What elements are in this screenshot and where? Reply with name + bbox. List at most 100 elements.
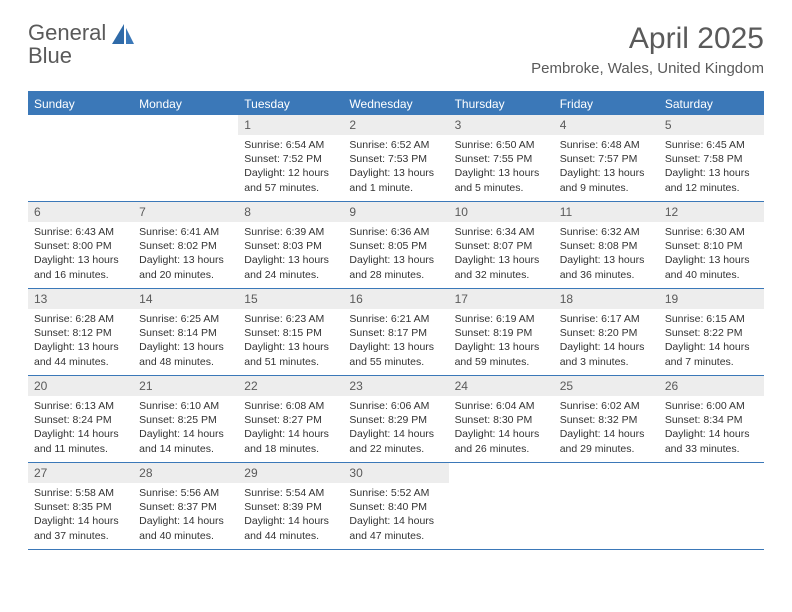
sunset-text: Sunset: 8:17 PM (349, 326, 442, 340)
sunset-text: Sunset: 7:53 PM (349, 152, 442, 166)
daylight-text: and 28 minutes. (349, 268, 442, 282)
daylight-text: Daylight: 14 hours (665, 340, 758, 354)
cell-body: Sunrise: 5:54 AMSunset: 8:39 PMDaylight:… (238, 483, 343, 549)
daylight-text: and 44 minutes. (244, 529, 337, 543)
day-number: 21 (133, 376, 238, 396)
calendar-cell: 20Sunrise: 6:13 AMSunset: 8:24 PMDayligh… (28, 376, 133, 462)
daylight-text: and 40 minutes. (665, 268, 758, 282)
daylight-text: and 12 minutes. (665, 181, 758, 195)
calendar-cell: 22Sunrise: 6:08 AMSunset: 8:27 PMDayligh… (238, 376, 343, 462)
daylight-text: and 20 minutes. (139, 268, 232, 282)
calendar-cell: 23Sunrise: 6:06 AMSunset: 8:29 PMDayligh… (343, 376, 448, 462)
sunset-text: Sunset: 8:22 PM (665, 326, 758, 340)
calendar-cell: 25Sunrise: 6:02 AMSunset: 8:32 PMDayligh… (554, 376, 659, 462)
cell-body: Sunrise: 6:00 AMSunset: 8:34 PMDaylight:… (659, 396, 764, 462)
cell-body: Sunrise: 6:39 AMSunset: 8:03 PMDaylight:… (238, 222, 343, 288)
daylight-text: and 48 minutes. (139, 355, 232, 369)
calendar-cell: 7Sunrise: 6:41 AMSunset: 8:02 PMDaylight… (133, 202, 238, 288)
sunset-text: Sunset: 8:10 PM (665, 239, 758, 253)
sunrise-text: Sunrise: 6:50 AM (455, 138, 548, 152)
daylight-text: and 57 minutes. (244, 181, 337, 195)
sunset-text: Sunset: 8:30 PM (455, 413, 548, 427)
daylight-text: Daylight: 14 hours (560, 427, 653, 441)
daylight-text: and 11 minutes. (34, 442, 127, 456)
sunrise-text: Sunrise: 5:52 AM (349, 486, 442, 500)
calendar-cell: 13Sunrise: 6:28 AMSunset: 8:12 PMDayligh… (28, 289, 133, 375)
day-number: 25 (554, 376, 659, 396)
day-number: 24 (449, 376, 554, 396)
sunset-text: Sunset: 7:57 PM (560, 152, 653, 166)
calendar-cell: 10Sunrise: 6:34 AMSunset: 8:07 PMDayligh… (449, 202, 554, 288)
daylight-text: Daylight: 13 hours (455, 340, 548, 354)
day-number: 30 (343, 463, 448, 483)
daylight-text: Daylight: 13 hours (560, 166, 653, 180)
day-header-mon: Monday (133, 93, 238, 115)
sunrise-text: Sunrise: 6:41 AM (139, 225, 232, 239)
sunrise-text: Sunrise: 6:21 AM (349, 312, 442, 326)
calendar-cell: 17Sunrise: 6:19 AMSunset: 8:19 PMDayligh… (449, 289, 554, 375)
sunrise-text: Sunrise: 6:36 AM (349, 225, 442, 239)
week-row: 13Sunrise: 6:28 AMSunset: 8:12 PMDayligh… (28, 289, 764, 376)
daylight-text: and 33 minutes. (665, 442, 758, 456)
sunset-text: Sunset: 8:40 PM (349, 500, 442, 514)
day-header-row: Sunday Monday Tuesday Wednesday Thursday… (28, 93, 764, 115)
daylight-text: Daylight: 14 hours (244, 514, 337, 528)
day-number: 13 (28, 289, 133, 309)
day-number: 2 (343, 115, 448, 135)
calendar-cell (133, 115, 238, 201)
sunrise-text: Sunrise: 6:15 AM (665, 312, 758, 326)
daylight-text: and 14 minutes. (139, 442, 232, 456)
day-number: 22 (238, 376, 343, 396)
sunset-text: Sunset: 8:39 PM (244, 500, 337, 514)
day-number: 3 (449, 115, 554, 135)
daylight-text: Daylight: 13 hours (665, 253, 758, 267)
sunrise-text: Sunrise: 6:06 AM (349, 399, 442, 413)
cell-body: Sunrise: 6:52 AMSunset: 7:53 PMDaylight:… (343, 135, 448, 201)
sunset-text: Sunset: 8:37 PM (139, 500, 232, 514)
daylight-text: and 18 minutes. (244, 442, 337, 456)
calendar-cell: 4Sunrise: 6:48 AMSunset: 7:57 PMDaylight… (554, 115, 659, 201)
daylight-text: Daylight: 14 hours (139, 427, 232, 441)
sunset-text: Sunset: 8:20 PM (560, 326, 653, 340)
cell-body: Sunrise: 6:23 AMSunset: 8:15 PMDaylight:… (238, 309, 343, 375)
daylight-text: Daylight: 13 hours (34, 340, 127, 354)
logo-text-1: General (28, 20, 106, 45)
calendar-cell: 30Sunrise: 5:52 AMSunset: 8:40 PMDayligh… (343, 463, 448, 549)
cell-body: Sunrise: 6:06 AMSunset: 8:29 PMDaylight:… (343, 396, 448, 462)
week-row: 20Sunrise: 6:13 AMSunset: 8:24 PMDayligh… (28, 376, 764, 463)
day-number: 7 (133, 202, 238, 222)
cell-body: Sunrise: 6:13 AMSunset: 8:24 PMDaylight:… (28, 396, 133, 462)
calendar-cell: 8Sunrise: 6:39 AMSunset: 8:03 PMDaylight… (238, 202, 343, 288)
day-number: 20 (28, 376, 133, 396)
daylight-text: Daylight: 14 hours (244, 427, 337, 441)
sunset-text: Sunset: 7:52 PM (244, 152, 337, 166)
sunrise-text: Sunrise: 6:39 AM (244, 225, 337, 239)
day-number: 14 (133, 289, 238, 309)
sunrise-text: Sunrise: 6:19 AM (455, 312, 548, 326)
calendar-cell: 11Sunrise: 6:32 AMSunset: 8:08 PMDayligh… (554, 202, 659, 288)
daylight-text: and 47 minutes. (349, 529, 442, 543)
cell-body: Sunrise: 6:43 AMSunset: 8:00 PMDaylight:… (28, 222, 133, 288)
calendar-cell: 26Sunrise: 6:00 AMSunset: 8:34 PMDayligh… (659, 376, 764, 462)
daylight-text: Daylight: 13 hours (455, 166, 548, 180)
daylight-text: Daylight: 13 hours (560, 253, 653, 267)
daylight-text: Daylight: 13 hours (349, 253, 442, 267)
sunrise-text: Sunrise: 5:58 AM (34, 486, 127, 500)
calendar-cell: 14Sunrise: 6:25 AMSunset: 8:14 PMDayligh… (133, 289, 238, 375)
daylight-text: Daylight: 13 hours (244, 253, 337, 267)
week-row: 6Sunrise: 6:43 AMSunset: 8:00 PMDaylight… (28, 202, 764, 289)
day-number: 5 (659, 115, 764, 135)
calendar-cell (659, 463, 764, 549)
daylight-text: and 44 minutes. (34, 355, 127, 369)
calendar-cell (554, 463, 659, 549)
sunset-text: Sunset: 7:58 PM (665, 152, 758, 166)
sunset-text: Sunset: 8:03 PM (244, 239, 337, 253)
daylight-text: and 16 minutes. (34, 268, 127, 282)
daylight-text: Daylight: 13 hours (349, 340, 442, 354)
calendar-cell: 3Sunrise: 6:50 AMSunset: 7:55 PMDaylight… (449, 115, 554, 201)
daylight-text: Daylight: 13 hours (139, 253, 232, 267)
week-row: 1Sunrise: 6:54 AMSunset: 7:52 PMDaylight… (28, 115, 764, 202)
daylight-text: Daylight: 12 hours (244, 166, 337, 180)
weeks-container: 1Sunrise: 6:54 AMSunset: 7:52 PMDaylight… (28, 115, 764, 550)
daylight-text: and 40 minutes. (139, 529, 232, 543)
